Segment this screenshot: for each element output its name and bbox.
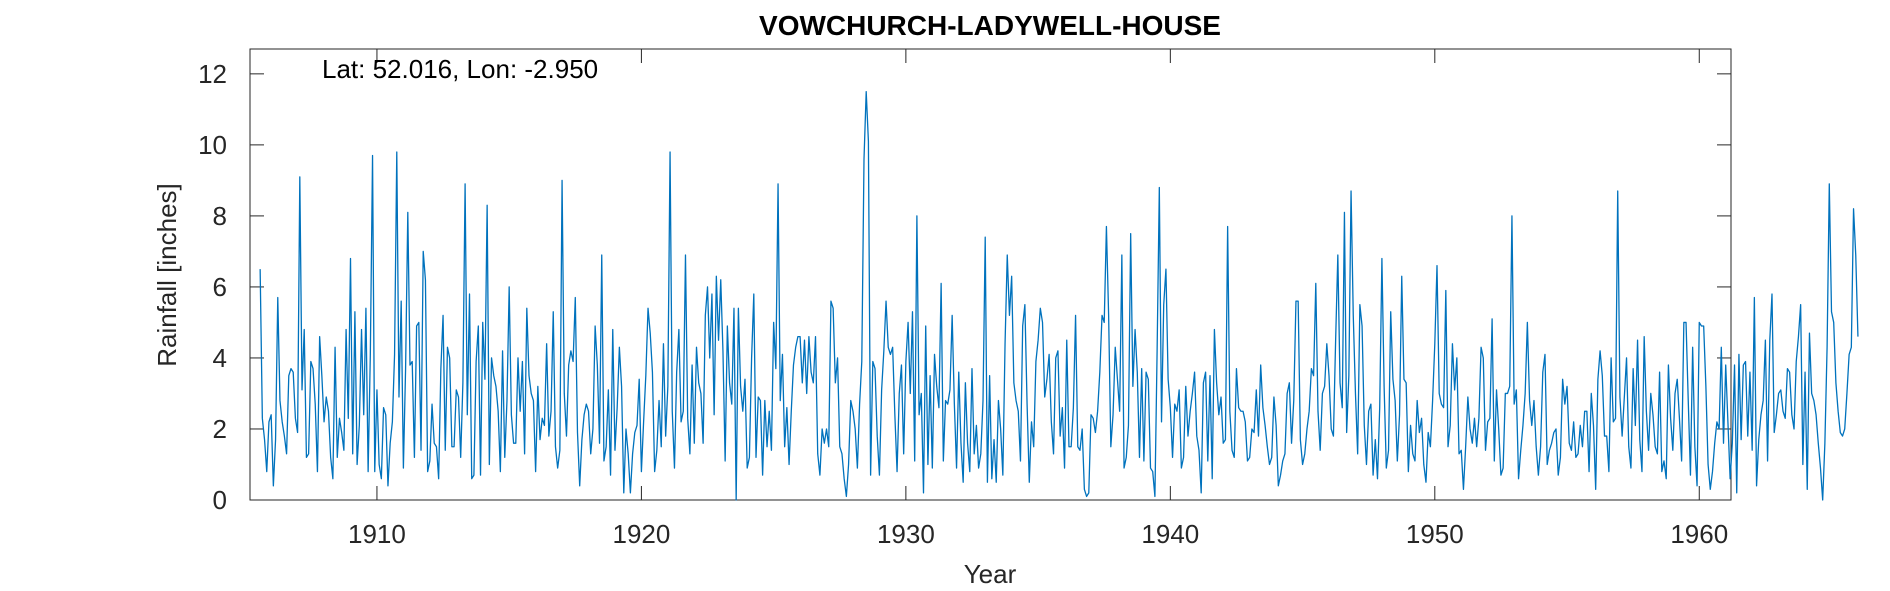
y-tick-label: 4: [213, 343, 227, 373]
x-tick-label: 1960: [1670, 519, 1728, 549]
y-tick-label: 8: [213, 201, 227, 231]
y-tick-label: 6: [213, 272, 227, 302]
x-tick-label: 1910: [348, 519, 406, 549]
y-axis-label: Rainfall [inches]: [152, 183, 182, 367]
y-tick-label: 0: [213, 485, 227, 515]
x-axis-label: Year: [964, 559, 1017, 589]
x-tick-label: 1950: [1406, 519, 1464, 549]
chart-title: VOWCHURCH-LADYWELL-HOUSE: [759, 10, 1221, 41]
x-tick-label: 1930: [877, 519, 935, 549]
y-tick-label: 2: [213, 414, 227, 444]
tick-labels: 1910 1920 1930 1940 1950 1960 0 2 4 6 8 10 12: [198, 59, 1728, 549]
y-tick-label: 10: [198, 130, 227, 160]
location-annotation: Lat: 52.016, Lon: -2.950: [322, 54, 598, 84]
x-tick-label: 1920: [612, 519, 670, 549]
rainfall-series-line: [259, 90, 1859, 501]
x-tick-label: 1940: [1141, 519, 1199, 549]
y-tick-label: 12: [198, 59, 227, 89]
